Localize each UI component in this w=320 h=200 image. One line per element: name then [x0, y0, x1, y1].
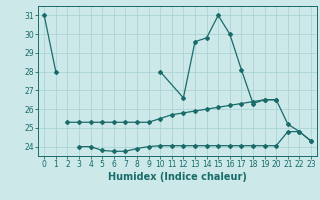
- X-axis label: Humidex (Indice chaleur): Humidex (Indice chaleur): [108, 172, 247, 182]
